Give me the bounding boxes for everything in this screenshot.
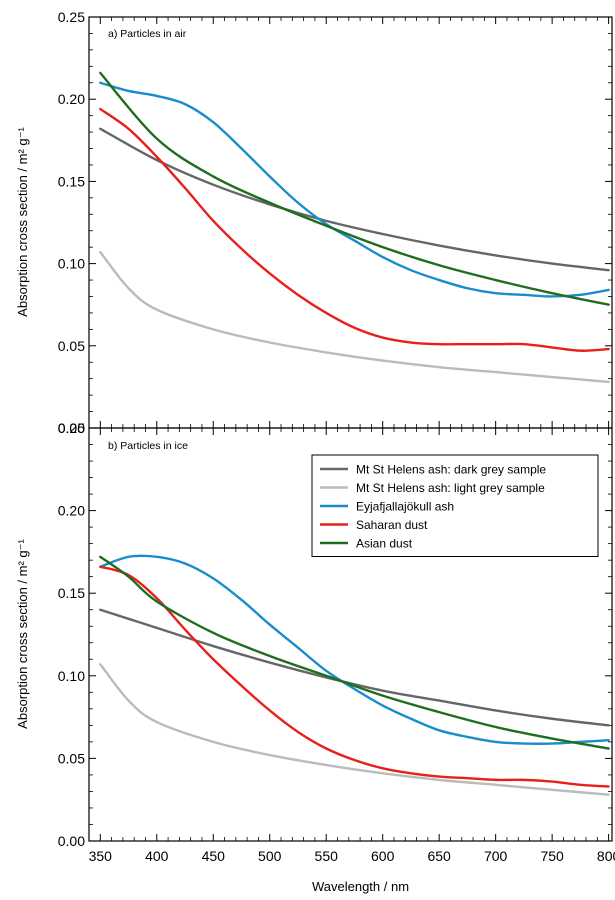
series-line-mt-st-helens-ash-dark-grey-sample	[99, 127, 610, 272]
y-tick-label: 0.20	[58, 503, 85, 519]
series-line-asian-dust	[99, 555, 610, 750]
series-line-mt-st-helens-ash-light-grey-sample	[99, 663, 610, 796]
y-tick-label: 0.15	[58, 585, 85, 601]
series-line-mt-st-helens-ash-light-grey-sample	[99, 250, 610, 384]
x-tick-label: 400	[145, 848, 169, 864]
y-tick-label: 0.25	[58, 420, 85, 436]
legend-label: Mt St Helens ash: dark grey sample	[356, 463, 546, 477]
x-tick-label: 450	[202, 848, 226, 864]
y-tick-label: 0.15	[58, 173, 85, 189]
y-tick-label: 0.25	[58, 9, 85, 25]
x-tick-label: 500	[258, 848, 282, 864]
panel-particles-in-ice: 0.00 0.05 0.10 0.15 0.20 0.25 350 400 450 500 550 6…	[15, 420, 615, 894]
y-axis-title: Absorption cross section / m² g⁻¹	[15, 127, 30, 317]
series-line-eyjafjallaj-kull-ash	[99, 81, 610, 298]
legend-label: Eyjafjallajökull ash	[356, 500, 454, 514]
legend-label: Mt St Helens ash: light grey sample	[356, 481, 545, 495]
x-tick-label: 800	[597, 848, 615, 864]
x-tick-label: 600	[371, 848, 395, 864]
y-tick-label: 0.00	[58, 420, 85, 436]
panel-label: b) Particles in ice	[108, 440, 188, 452]
panel-label: a) Particles in air	[108, 28, 187, 40]
series-line-mt-st-helens-ash-dark-grey-sample	[99, 608, 610, 727]
x-tick-label: 550	[315, 848, 339, 864]
legend: Mt St Helens ash: dark grey sample Mt St …	[311, 454, 599, 557]
y-tick-label: 0.10	[58, 256, 85, 272]
series-line-saharan-dust	[99, 107, 610, 352]
plot-frame	[88, 16, 613, 429]
y-tick-label: 0.10	[58, 668, 85, 684]
legend-label: Asian dust	[356, 537, 413, 551]
x-tick-label: 700	[484, 848, 508, 864]
series-line-eyjafjallaj-kull-ash	[99, 554, 610, 745]
y-tick-label: 0.05	[58, 750, 85, 766]
panel-particles-in-air: 0.00 0.05 0.10 0.15 0.20 0.25 Absorption cross…	[15, 9, 613, 436]
x-axis-title: Wavelength / nm	[312, 879, 409, 894]
y-tick-label: 0.05	[58, 338, 85, 354]
x-tick-label: 750	[540, 848, 564, 864]
x-tick-label: 350	[89, 848, 113, 864]
series-line-saharan-dust	[99, 565, 610, 788]
y-tick-label: 0.00	[58, 833, 85, 849]
y-axis-title: Absorption cross section / m² g⁻¹	[15, 539, 30, 729]
legend-box	[311, 454, 599, 557]
plot-frame	[88, 427, 613, 842]
series-line-asian-dust	[99, 71, 610, 306]
x-tick-label: 650	[427, 848, 451, 864]
y-tick-label: 0.20	[58, 91, 85, 107]
legend-label: Saharan dust	[356, 518, 428, 532]
